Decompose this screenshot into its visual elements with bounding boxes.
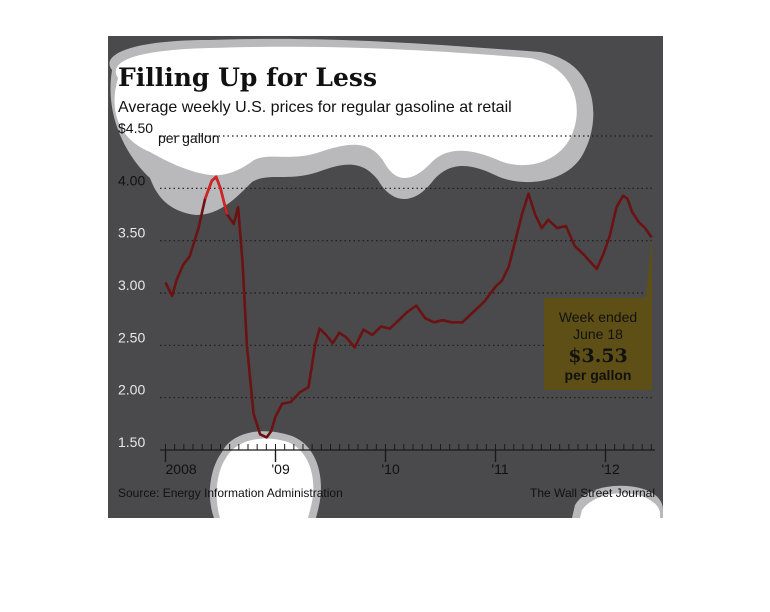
white-blob-bottom-left bbox=[216, 438, 314, 518]
unit-label: per gallon bbox=[158, 130, 220, 146]
y-tick-label: 1.50 bbox=[118, 434, 145, 450]
x-tick-label: '10 bbox=[382, 461, 400, 477]
chart-title: Filling Up for Less bbox=[118, 63, 377, 92]
publication-credit: The Wall Street Journal bbox=[530, 486, 655, 500]
series bbox=[164, 175, 653, 439]
latest-price-callout: Week ended June 18 $3.53 per gallon bbox=[544, 238, 652, 390]
callout-line1: Week ended bbox=[559, 309, 637, 325]
y-tick-label: 3.00 bbox=[118, 277, 145, 293]
y-tick-label: 2.50 bbox=[118, 329, 145, 345]
callout-value: $3.53 bbox=[568, 345, 628, 367]
chart-subtitle: Average weekly U.S. prices for regular g… bbox=[118, 99, 512, 116]
x-tick-label: 2008 bbox=[166, 461, 197, 477]
callout-line2: June 18 bbox=[573, 326, 623, 342]
x-tick-label: '09 bbox=[272, 461, 290, 477]
x-tick-label: '12 bbox=[602, 461, 620, 477]
x-tick-label: '11 bbox=[492, 461, 509, 477]
white-blob-top bbox=[114, 46, 577, 178]
y-tick-label: 3.50 bbox=[118, 225, 145, 241]
callout-box bbox=[544, 298, 652, 390]
x-axis: 2008 '09 '10 '11 '12 bbox=[164, 444, 652, 477]
y-tick-label: $4.50 bbox=[118, 120, 153, 136]
series-line-highlight bbox=[204, 175, 229, 215]
y-tick-label: 2.00 bbox=[118, 382, 145, 398]
grid bbox=[160, 135, 655, 451]
source-note: Source: Energy Information Administratio… bbox=[118, 486, 343, 500]
callout-line3: per gallon bbox=[565, 367, 632, 383]
white-blob-bottom-right bbox=[580, 493, 660, 518]
y-tick-label: 4.00 bbox=[118, 172, 145, 188]
series-line bbox=[164, 175, 653, 439]
y-axis: $4.50 4.00 3.50 3.00 2.50 2.00 1.50 bbox=[118, 120, 153, 450]
